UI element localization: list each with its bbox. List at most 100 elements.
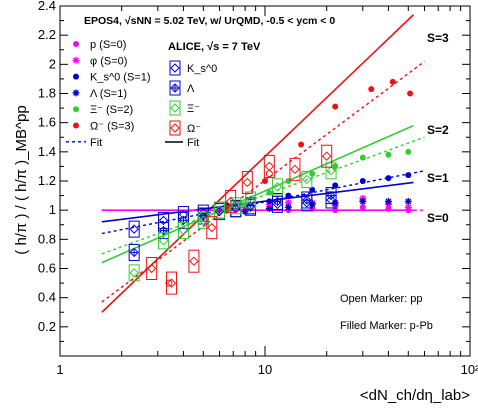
y-tick-label: 2.4 [38, 0, 56, 13]
open-diamond [225, 196, 236, 207]
data-point [325, 187, 337, 205]
alice-legend-marker-3 [169, 120, 181, 136]
open-diamond [290, 164, 300, 175]
data-point [225, 189, 237, 213]
data-point [166, 271, 178, 295]
data-point [325, 162, 337, 180]
y-tick-label: 1.4 [38, 144, 56, 159]
x-tick-label: 10 [258, 362, 272, 377]
systematic-box [271, 178, 283, 196]
systematic-box [158, 222, 170, 240]
data-point [385, 205, 392, 212]
alice-legend-marker-1 [169, 80, 181, 96]
legend-label-0: p (S=0) [90, 39, 126, 51]
systematic-box [325, 162, 337, 180]
alice-legend-label-0: K_s^0 [187, 63, 217, 75]
alice-legend-marker-0 [169, 60, 181, 76]
legend-label-1: φ (S=0) [90, 55, 127, 67]
data-point [301, 171, 313, 189]
data-point [223, 204, 230, 211]
open-diamond [302, 174, 312, 185]
fit-line-S2-solid [101, 124, 414, 264]
data-point [332, 182, 339, 189]
open-diamond [170, 83, 180, 93]
y-tick-label: 2 [49, 56, 56, 71]
data-point [332, 163, 339, 170]
open-diamond [272, 196, 283, 207]
data-point [359, 197, 367, 205]
alice-legend-label-1: Λ [187, 83, 195, 95]
data-point [262, 178, 268, 184]
open-diamond [264, 161, 275, 172]
y-tick-label: 1.2 [38, 173, 56, 188]
legend-epos: p (S=0) φ (S=0) K_s^0 (S=1) Λ (S=1) Ξ⁻ (S=2)… [66, 39, 151, 149]
open-diamond [326, 166, 336, 176]
fit-line-S3-solid [101, 14, 415, 313]
star-stroke [385, 198, 392, 205]
legend-marker-3 [72, 89, 80, 97]
systematic-box [271, 192, 283, 210]
y-tick-label: 0.4 [38, 290, 56, 305]
open-diamond [158, 236, 169, 246]
axes-group: 0.2 0.4 0.6 0.8 1 1.2 1.4 1.6 1.8 2 2.2 2.4 1 10 10² [38, 0, 478, 377]
legend-marker-2 [73, 73, 79, 80]
alice-legend-label-3: Ω⁻ [187, 123, 201, 135]
y-tick-label: 1.6 [38, 115, 56, 130]
data-point [384, 197, 392, 205]
data-points-group [128, 78, 414, 295]
data-point [359, 154, 366, 161]
star-stroke [73, 89, 79, 96]
legend-label-3: Λ (S=1) [90, 88, 127, 100]
open-diamond [198, 215, 208, 226]
open-diamond [170, 63, 180, 73]
systematic-box [169, 60, 181, 76]
systematic-box [128, 220, 140, 238]
data-point [263, 154, 275, 178]
systematic-box [169, 100, 181, 116]
data-point [206, 216, 218, 240]
data-point [177, 222, 189, 240]
data-point [266, 189, 273, 196]
data-point [404, 197, 412, 205]
x-tick-label: 1 [56, 362, 63, 377]
y-tick-label: 0.2 [38, 319, 56, 334]
systematic-box [289, 157, 301, 181]
fit-line-S1-dashed [101, 170, 425, 235]
systematic-box [321, 144, 333, 168]
open-diamond [166, 278, 177, 288]
systematic-box [301, 171, 313, 189]
star-stroke [359, 198, 366, 205]
data-point [128, 243, 140, 261]
data-point [407, 90, 414, 97]
y-tick-label: 2.2 [38, 27, 56, 42]
systematic-box [241, 170, 253, 194]
annotation-open-marker: Open Marker: pp [340, 293, 423, 305]
strangeness-label-3: S=0 [427, 211, 449, 225]
data-point [128, 264, 140, 282]
data-point [214, 201, 226, 219]
alice-legend-label-2: Ξ⁻ [187, 103, 200, 115]
legend-alice: ALICE, √s = 7 TeV K_s^0 Λ Ξ⁻ Ω⁻ Fit [165, 41, 261, 149]
data-point [158, 232, 170, 250]
star-stroke [332, 199, 339, 206]
star-stroke [285, 199, 292, 206]
systematic-box [169, 80, 181, 96]
data-point [245, 191, 257, 209]
data-point [128, 220, 140, 238]
systematic-box [245, 191, 257, 209]
data-point [298, 141, 305, 148]
data-point [271, 178, 283, 196]
systematic-box [169, 120, 181, 136]
systematic-box [197, 211, 209, 229]
data-point [389, 78, 396, 85]
data-point [332, 207, 339, 214]
systematic-box [146, 257, 158, 280]
systematic-box [177, 211, 189, 229]
systematic-box [325, 187, 337, 205]
star-stroke [266, 205, 273, 212]
systematic-box [166, 271, 178, 295]
systematic-box [158, 232, 170, 250]
data-point [321, 144, 333, 168]
alice-legend-fit-label: Fit [187, 137, 199, 149]
legend-label-4: Ξ⁻ (S=2) [90, 104, 133, 116]
